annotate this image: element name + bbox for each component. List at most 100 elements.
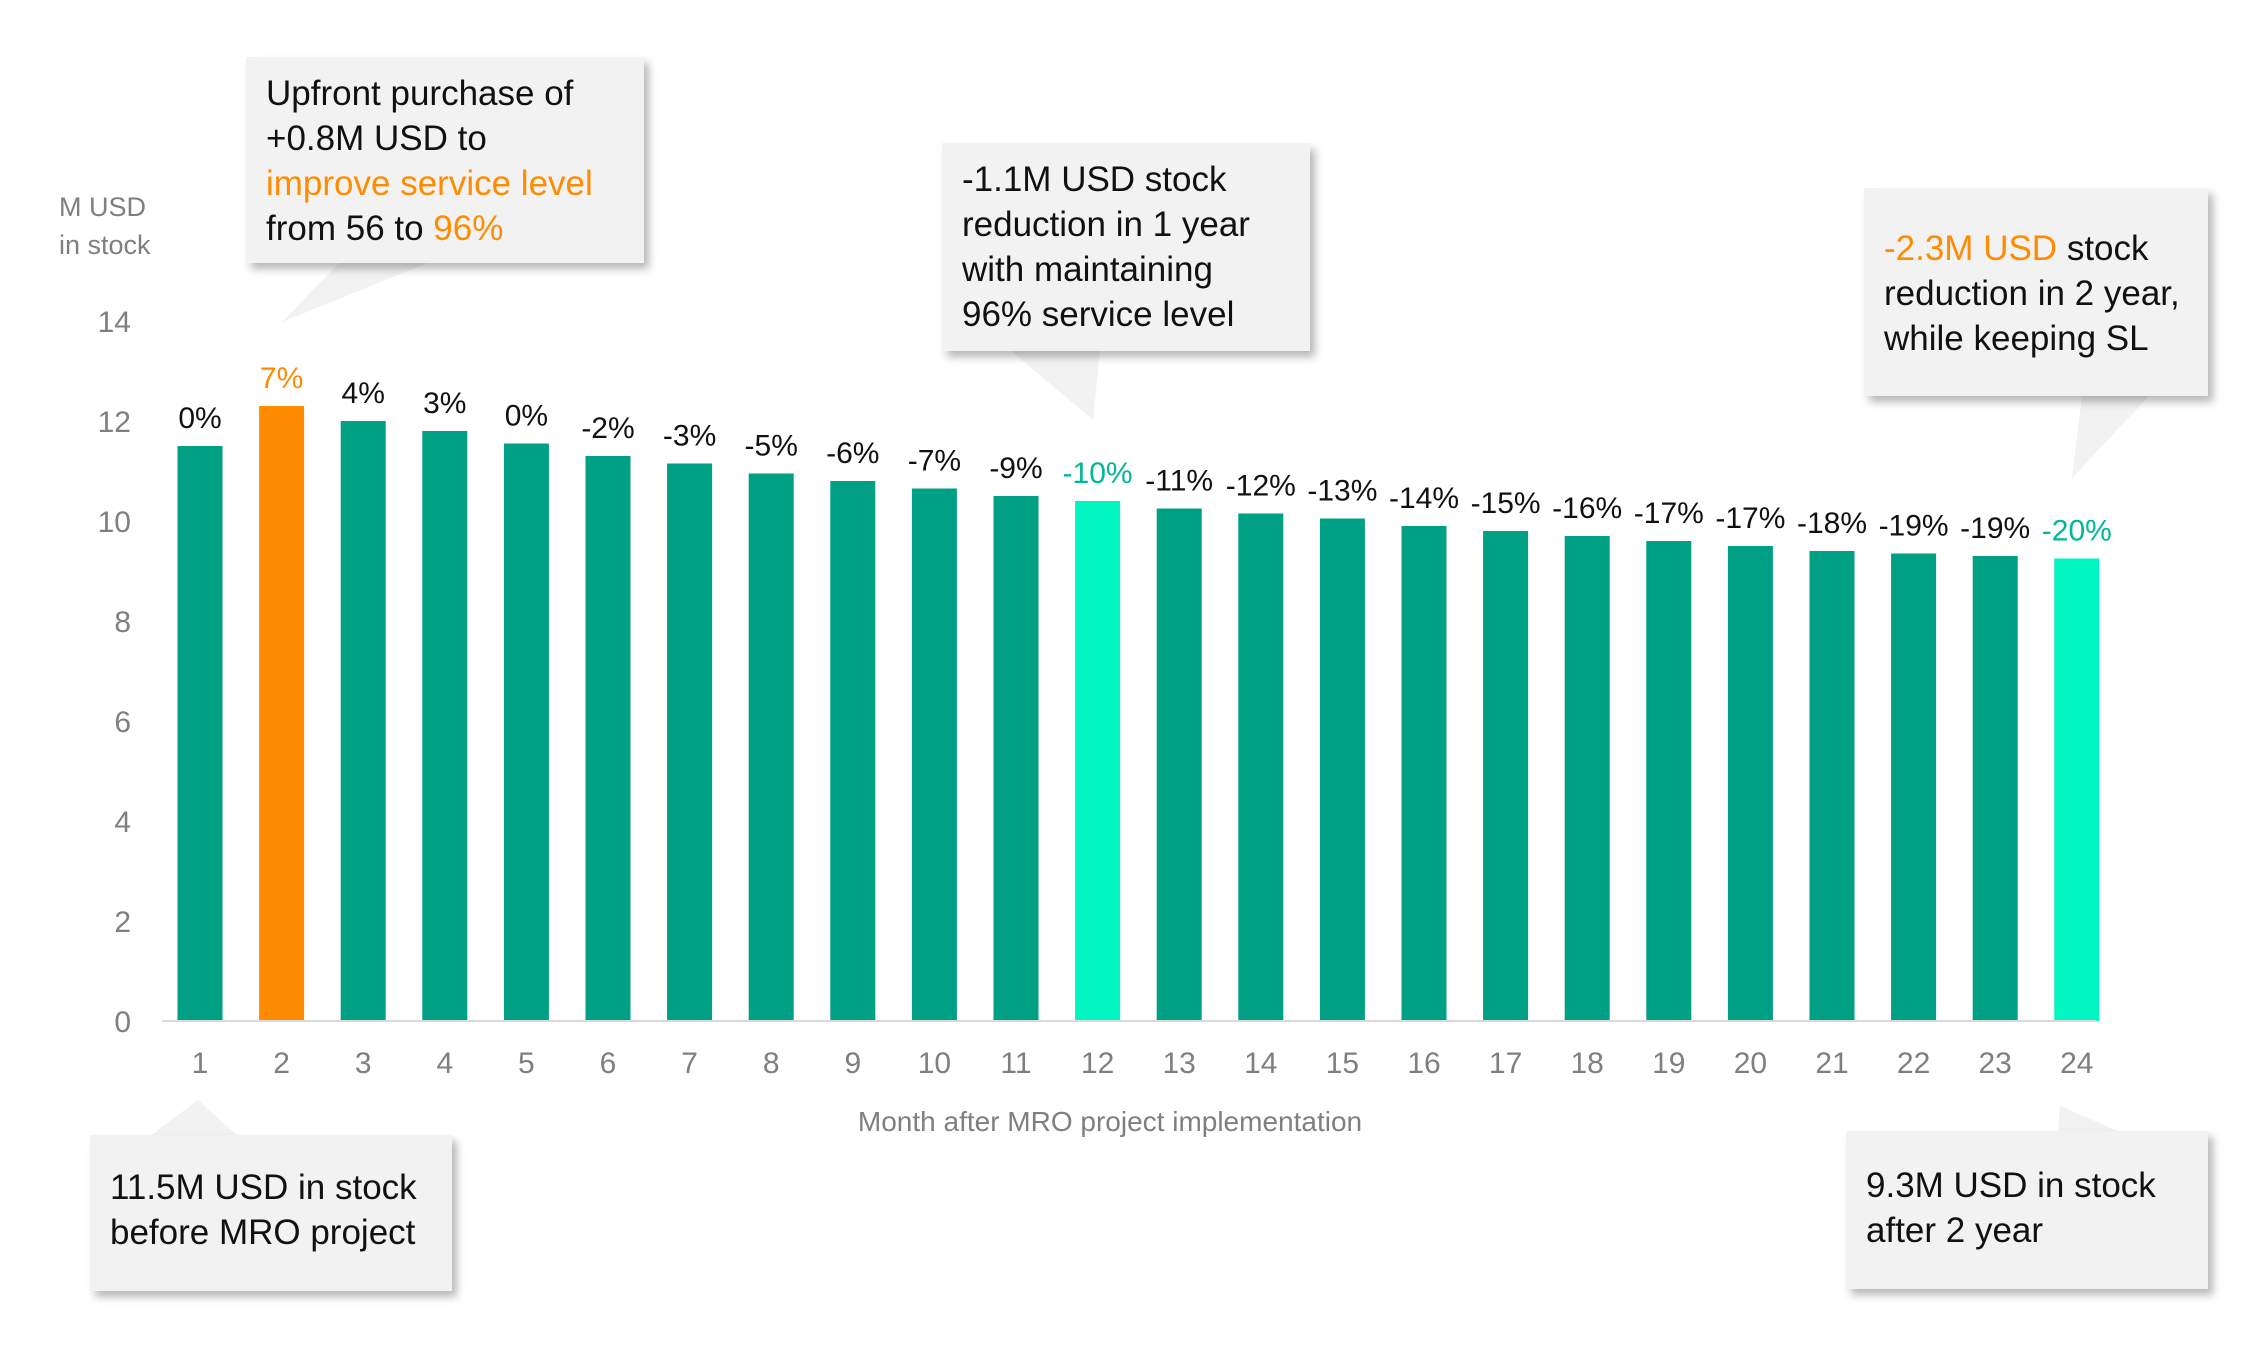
bar (1646, 541, 1692, 1021)
callout-upfront-line2: +0.8M USD to (266, 119, 487, 158)
bar (503, 443, 549, 1021)
data-label: -9% (989, 452, 1042, 485)
bar (1809, 551, 1855, 1021)
callout-upfront-line4: from 56 to 96% (266, 209, 504, 248)
x-tick-label: 14 (1244, 1047, 1277, 1080)
callout-tail-year2 (2072, 395, 2150, 478)
y-tick-label: 2 (114, 906, 131, 939)
x-tick-label: 6 (600, 1047, 617, 1080)
data-label: 0% (178, 402, 221, 435)
callout-after-line1: 9.3M USD in stock (1866, 1166, 2156, 1205)
x-tick-label: 19 (1652, 1047, 1685, 1080)
x-tick-label: 16 (1407, 1047, 1440, 1080)
callout-after-two-year: 9.3M USD in stock after 2 year (1846, 1131, 2208, 1289)
callout-after-line2: after 2 year (1866, 1211, 2044, 1250)
x-axis-title: Month after MRO project implementation (858, 1106, 1362, 1137)
data-label: -19% (1960, 512, 2030, 545)
x-tick-label: 18 (1571, 1047, 1604, 1080)
x-tick-label: 12 (1081, 1047, 1114, 1080)
y-axis-title: M USD in stock (59, 192, 151, 260)
bar (1319, 518, 1365, 1021)
data-label: -19% (1879, 510, 1949, 543)
data-labels: 0% 7% 4% 3% 0% -2% -3% -5% -6% -7% -9% -10% -11% -12%… (178, 362, 2112, 548)
data-label: -10% (1063, 457, 1133, 490)
bar (1075, 501, 1121, 1021)
bar (340, 421, 386, 1021)
y-axis-title-line: M USD (59, 192, 146, 222)
y-tick-label: 4 (114, 806, 131, 839)
bar (422, 431, 468, 1021)
x-tick-label: 21 (1815, 1047, 1848, 1080)
data-label: -16% (1552, 492, 1622, 525)
y-axis-title-line: in stock (59, 230, 151, 260)
x-tick-label: 15 (1326, 1047, 1359, 1080)
data-label: -17% (1634, 497, 1704, 530)
data-label: -12% (1226, 470, 1296, 503)
y-tick-label: 14 (98, 306, 131, 339)
callout-tail-after (2058, 1106, 2120, 1132)
bar (830, 481, 876, 1021)
callout-one-year: -1.1M USD stock reduction in 1 year with… (942, 143, 1310, 351)
callout-year1-line4: 96% service level (962, 295, 1235, 334)
bar (1564, 536, 1610, 1021)
data-label: -17% (1715, 502, 1785, 535)
x-tick-label: 1 (192, 1047, 209, 1080)
x-tick-label: 23 (1979, 1047, 2012, 1080)
bar (1401, 526, 1447, 1021)
bar (259, 406, 305, 1021)
callout-before-mro: 11.5M USD in stock before MRO project (90, 1135, 452, 1291)
bar (911, 488, 957, 1021)
bars (177, 406, 2100, 1021)
x-tick-label: 20 (1734, 1047, 1767, 1080)
data-label: -6% (826, 437, 879, 470)
x-axis-ticks: 1 2 3 4 5 6 7 8 9 10 11 12 13 14 15 16 17 18 19 20 21 22 23 24 (192, 1047, 2094, 1080)
x-tick-label: 22 (1897, 1047, 1930, 1080)
bar (667, 463, 713, 1021)
bar (1972, 556, 2018, 1021)
callout-two-year: -2.3M USD stock reduction in 2 year, whi… (1864, 188, 2208, 396)
bar (1238, 513, 1284, 1021)
x-tick-label: 5 (518, 1047, 535, 1080)
callout-tail-before (150, 1100, 238, 1136)
data-label: -20% (2042, 515, 2112, 548)
data-label: 0% (505, 400, 548, 433)
bar (993, 496, 1039, 1021)
bar (585, 456, 631, 1021)
x-tick-label: 17 (1489, 1047, 1522, 1080)
bar (748, 473, 794, 1021)
bar (1727, 546, 1773, 1021)
y-tick-label: 6 (114, 706, 131, 739)
callout-year2-line1: -2.3M USD stock (1884, 229, 2149, 268)
x-tick-label: 9 (844, 1047, 861, 1080)
x-tick-label: 3 (355, 1047, 372, 1080)
callout-year2-line3: while keeping SL (1884, 319, 2149, 358)
data-label: -15% (1471, 487, 1541, 520)
data-label: -3% (663, 420, 716, 453)
x-tick-label: 10 (918, 1047, 951, 1080)
callout-upfront-line3: improve service level (266, 164, 593, 203)
y-tick-label: 12 (98, 406, 131, 439)
y-tick-label: 0 (114, 1006, 131, 1039)
x-tick-label: 13 (1163, 1047, 1196, 1080)
bar (1891, 553, 1937, 1021)
x-tick-label: 8 (763, 1047, 780, 1080)
y-axis-ticks: 0 2 4 6 8 10 12 14 (98, 306, 131, 1039)
callout-year1-line2: reduction in 1 year (962, 205, 1250, 244)
data-label: -5% (745, 430, 798, 463)
callout-year2-line2: reduction in 2 year, (1884, 274, 2180, 313)
callout-before-line1: 11.5M USD in stock (110, 1168, 417, 1207)
y-tick-label: 10 (98, 506, 131, 539)
x-tick-label: 7 (681, 1047, 698, 1080)
data-label: -13% (1307, 475, 1377, 508)
data-label: -18% (1797, 507, 1867, 540)
y-tick-label: 8 (114, 606, 131, 639)
callout-year1-line1: -1.1M USD stock (962, 160, 1227, 199)
x-tick-label: 2 (273, 1047, 290, 1080)
x-tick-label: 4 (436, 1047, 453, 1080)
data-label: -2% (581, 412, 634, 445)
data-label: -7% (908, 445, 961, 478)
callout-year1-line3: with maintaining (962, 250, 1213, 289)
callout-upfront-purchase: Upfront purchase of +0.8M USD to improve… (246, 57, 644, 263)
data-label: 7% (260, 362, 303, 395)
